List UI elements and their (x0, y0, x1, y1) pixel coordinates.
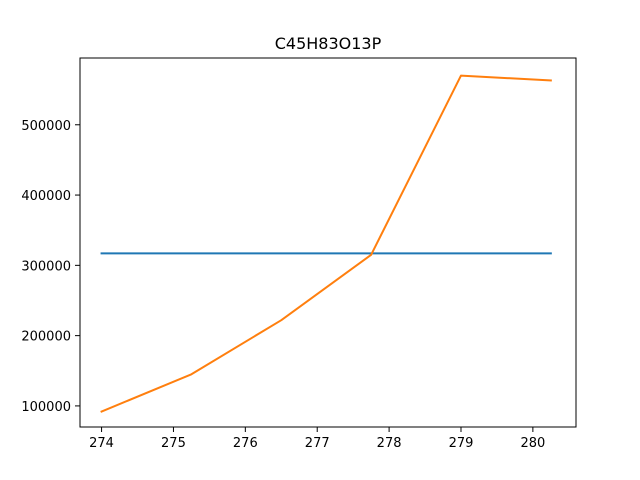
x-tick-label: 275 (161, 436, 186, 451)
axes: 274 275 276 277 278 279 280 100000 200000 300000 4… (21, 57, 577, 451)
plot-frame (79, 57, 577, 428)
y-tick-label: 300000 (21, 259, 71, 274)
series-line-2 (100, 74, 552, 413)
plot-area (100, 74, 552, 413)
y-tick-label: 100000 (21, 400, 71, 415)
x-tick-label: 278 (377, 436, 402, 451)
x-tick-label: 280 (520, 436, 545, 451)
x-tick-label: 279 (449, 436, 474, 451)
y-tick-label: 500000 (21, 119, 71, 134)
x-tick-label: 276 (233, 436, 258, 451)
y-tick-label: 400000 (21, 189, 71, 204)
chart-title: C45H83O13P (275, 34, 382, 53)
y-tick-label: 200000 (21, 330, 71, 345)
x-tick-label: 274 (89, 436, 114, 451)
x-tick-label: 277 (305, 436, 330, 451)
